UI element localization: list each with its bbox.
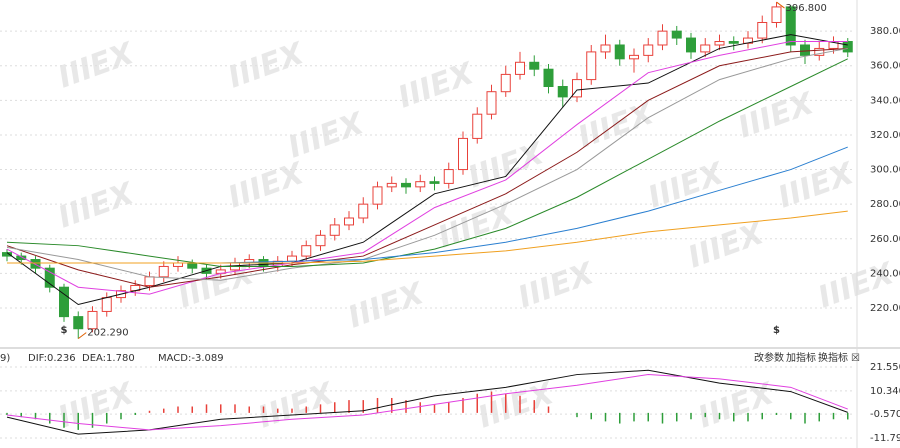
watermark: IIIEX xyxy=(284,106,370,166)
candle-body xyxy=(486,91,497,115)
candle-body xyxy=(358,203,369,219)
candle-body xyxy=(643,44,654,56)
candle-body xyxy=(629,54,639,60)
watermark: IIIEX xyxy=(54,376,140,436)
y-tick-label: 380.000 xyxy=(870,26,900,37)
candle-body xyxy=(429,181,440,184)
y-tick-label: 280.000 xyxy=(870,199,900,210)
candle-body xyxy=(344,217,354,226)
ma-line xyxy=(6,374,848,431)
candle-body xyxy=(59,286,69,318)
indicator-header: DIF:0.236 xyxy=(28,353,76,364)
watermark: IIIEX xyxy=(514,256,600,316)
candle-body xyxy=(586,51,597,81)
toolbar-button[interactable]: ☒ xyxy=(851,353,860,364)
indicator-header: 9) xyxy=(0,353,10,364)
candle-body xyxy=(814,47,825,56)
candle-body xyxy=(614,44,625,60)
ma-line xyxy=(6,47,848,288)
candle-body xyxy=(785,6,796,46)
signal-marker: $ xyxy=(61,325,68,336)
candle-body xyxy=(686,37,696,53)
toolbar-button[interactable]: 加指标 xyxy=(786,351,816,364)
candle-body xyxy=(386,182,397,188)
candle-body xyxy=(372,186,383,205)
ma-line xyxy=(7,210,848,264)
y-tick-label: 220.000 xyxy=(870,303,900,314)
annotation: 396.800 xyxy=(786,3,827,14)
watermark: IIIEX xyxy=(174,256,260,316)
candle-body xyxy=(101,297,112,312)
ma-line xyxy=(6,47,848,281)
y-tick-label: -0.570 xyxy=(870,409,900,420)
signal-marker: $ xyxy=(773,325,780,336)
candle-body xyxy=(73,316,84,330)
candle-body xyxy=(287,255,297,262)
candle-body xyxy=(757,21,768,39)
candle-body xyxy=(600,44,611,53)
candle-body xyxy=(842,41,853,53)
ma-line xyxy=(6,58,848,267)
candle-body xyxy=(472,113,483,139)
candle-body xyxy=(87,310,98,330)
candle-body xyxy=(572,79,582,98)
y-tick-label: -11.790 xyxy=(870,433,900,444)
indicator-header: DEA:1.780 xyxy=(82,353,135,364)
y-tick-label: 240.000 xyxy=(870,268,900,279)
candle-body xyxy=(543,68,554,88)
candle-body xyxy=(800,44,810,56)
annotation-leader xyxy=(77,332,87,340)
y-tick-label: 260.000 xyxy=(870,234,900,245)
candle-body xyxy=(557,86,568,98)
watermark: IIIEX xyxy=(474,376,560,436)
annotation: 202.290 xyxy=(87,328,128,339)
watermark: IIIEX xyxy=(774,156,860,216)
watermark: IIIEX xyxy=(344,276,430,336)
watermark: IIIEX xyxy=(254,376,340,436)
watermark: IIIEX xyxy=(734,86,820,146)
ma-line xyxy=(6,41,848,295)
candle-body xyxy=(44,267,55,288)
candle-body xyxy=(158,265,169,278)
watermark: IIIEX xyxy=(464,136,550,196)
candle-body xyxy=(187,262,198,269)
y-tick-label: 21.550 xyxy=(870,362,900,373)
candle-body xyxy=(16,255,27,261)
candle-body xyxy=(728,41,739,44)
candle-body xyxy=(329,224,340,236)
y-tick-label: 340.000 xyxy=(870,95,900,106)
candle-body xyxy=(500,73,511,93)
candle-body xyxy=(458,137,468,171)
candle-body xyxy=(714,41,725,46)
candle-body xyxy=(771,6,782,23)
candle-body xyxy=(671,30,682,39)
candle-body xyxy=(144,276,155,286)
candle-body xyxy=(443,169,454,184)
y-tick-label: 300.000 xyxy=(870,165,900,176)
candle-body xyxy=(529,61,540,70)
candle-body xyxy=(315,234,326,247)
watermark: IIIEX xyxy=(574,96,660,156)
candle-body xyxy=(173,262,183,267)
y-tick-label: 10.340 xyxy=(870,386,900,397)
candle-body xyxy=(301,245,312,257)
indicator-header: MACD:-3.089 xyxy=(158,353,224,364)
y-tick-label: 320.000 xyxy=(870,130,900,141)
candle-body xyxy=(415,181,426,188)
candle-body xyxy=(700,44,711,53)
watermark: IIIEX xyxy=(54,176,140,236)
annotation-leader xyxy=(776,1,785,9)
candle-body xyxy=(515,61,525,75)
toolbar-button[interactable]: 换指标 xyxy=(818,351,848,364)
toolbar-button[interactable]: 改参数 xyxy=(754,351,784,364)
watermark: IIIEX xyxy=(394,56,480,116)
y-tick-label: 360.000 xyxy=(870,61,900,72)
candle-body xyxy=(401,182,411,188)
watermark: IIIEX xyxy=(644,156,730,216)
candle-body xyxy=(657,30,668,46)
